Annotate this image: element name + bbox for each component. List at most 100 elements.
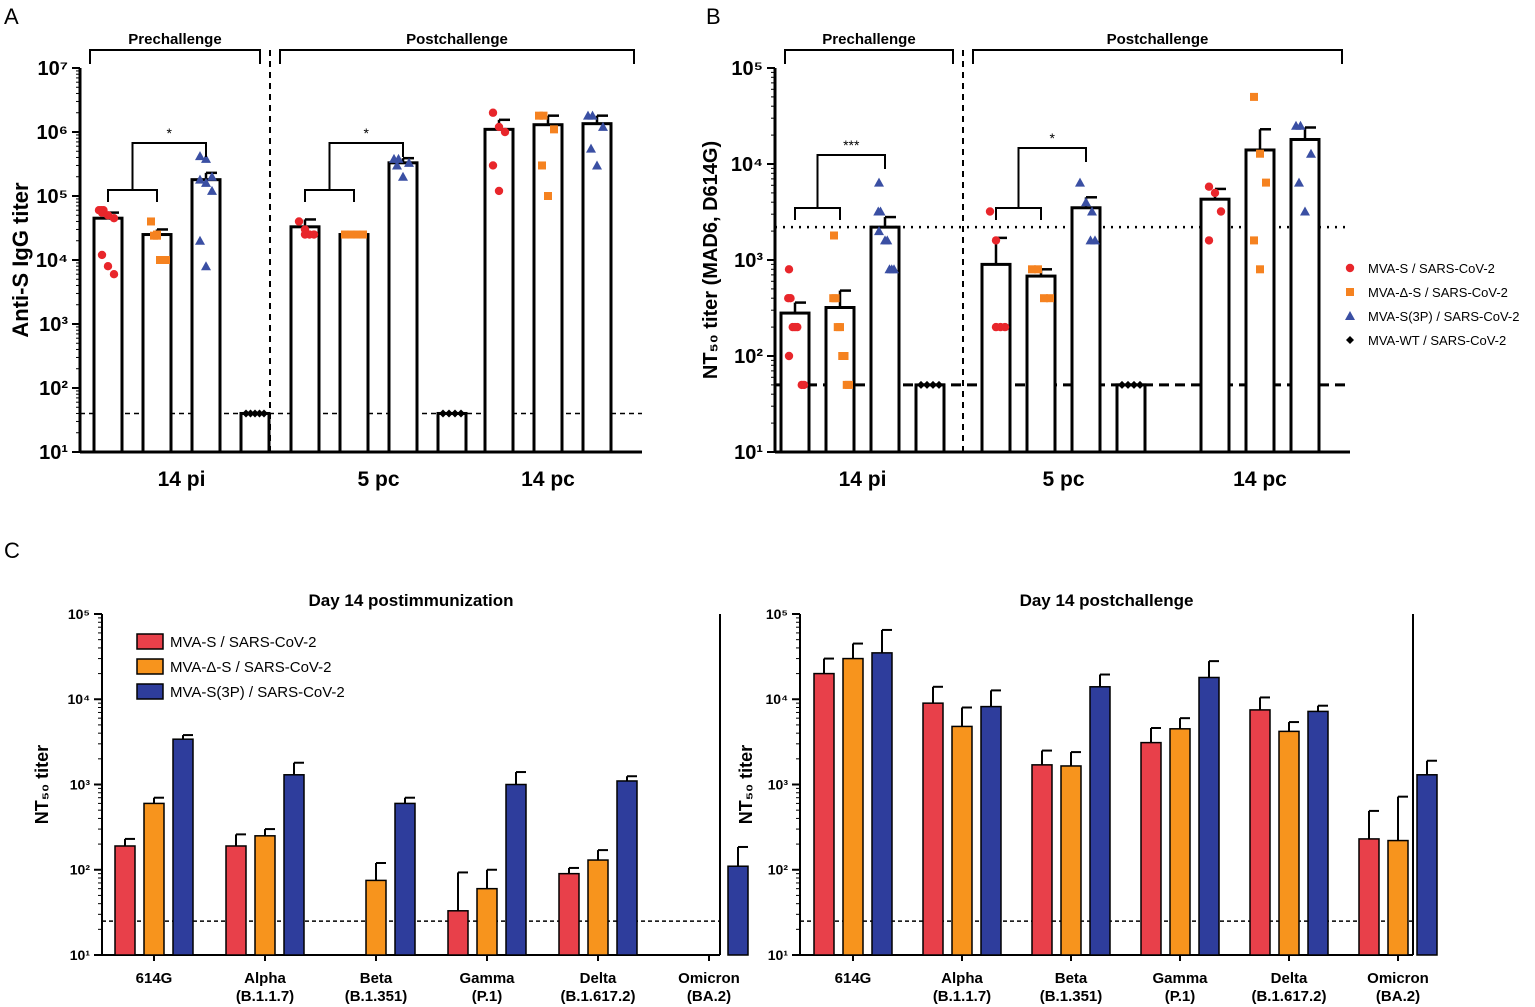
panel-b-data-point [1210, 188, 1220, 198]
panel-a-significance-bracket [304, 189, 355, 202]
panel-a-group-label: 14 pi [158, 468, 206, 491]
panel-a-data-point [598, 121, 608, 131]
panel-c-right-x-tick-label: 614G [835, 970, 872, 987]
legend-ab-label: MVA-Δ-S / SARS-CoV-2 [1368, 285, 1508, 300]
panel-a-y-tick-label: 10⁴ [36, 250, 68, 272]
panel-c-right-x-tick-sublabel: (B.1.1.7) [933, 988, 991, 1005]
panel-b-bar [1244, 148, 1276, 454]
panel-b-data-point [1306, 148, 1316, 158]
panel-c-right-bar [1307, 710, 1329, 956]
panel-c-left-bar [727, 865, 749, 956]
panel-c-right-x-tick-label: Beta [1055, 970, 1088, 987]
panel-c-right-bar [1198, 676, 1220, 956]
legend-ab-marker [1345, 263, 1355, 273]
panel-a-data-point [251, 409, 259, 418]
panel-c-right-bar [1249, 709, 1271, 956]
panel-b-significance-bracket [816, 154, 886, 208]
panel-a-data-point [404, 157, 414, 167]
panel-c-left-bar [225, 845, 247, 956]
panel-c-right-x-tick-sublabel: (P.1) [1165, 988, 1196, 1005]
panel-c-left-bar [143, 802, 165, 956]
legend-ab-marker [1346, 336, 1354, 344]
panel-b-data-point [1124, 380, 1132, 389]
panel-a-data-point [195, 235, 205, 245]
panel-c-left-title: Day 14 postimmunization [309, 591, 514, 610]
panel-b-data-point [874, 177, 884, 187]
panel-a-data-point [207, 185, 217, 195]
panel-b-data-point [1087, 206, 1097, 216]
panel-c-left-y-tick-label: 10³ [70, 776, 91, 792]
legend-c-swatch [136, 658, 164, 675]
panel-b-bar [914, 383, 946, 454]
legend-ab-label: MVA-S / SARS-CoV-2 [1368, 261, 1495, 276]
panel-c-left-x-tick-label: Beta [360, 970, 393, 987]
panel-b-bar [824, 306, 856, 454]
panel-a-y-tick-label: 10³ [39, 314, 68, 336]
panel-a-data-point [494, 186, 504, 196]
panel-b-y-tick-label: 10⁴ [731, 154, 763, 176]
panel-b-data-point [991, 236, 1001, 245]
panel-b-data-point [1295, 120, 1306, 130]
panel-b-significance-label: *** [843, 137, 860, 153]
chart-panel-c-right: 10¹ 10² 10³ 10⁴ 10⁵ NT₅₀ titer Day 14 postchal… [736, 591, 1438, 1005]
panel-b-data-point [889, 264, 899, 274]
panel-b-data-point [845, 380, 853, 389]
panel-b-data-point [830, 231, 838, 240]
panel-a-data-point [451, 409, 459, 418]
panel-b-bar [1025, 274, 1057, 454]
panel-a-data-point [294, 217, 304, 226]
panel-c-right-x-tick-label: Gamma [1152, 970, 1208, 987]
panel-c-left-x-tick-label: Delta [580, 970, 617, 987]
panel-a-bar [387, 161, 419, 454]
panel-b-data-point [784, 351, 794, 361]
panel-a-bar [190, 178, 222, 454]
panel-b-data-point [1204, 182, 1214, 191]
panel-a-y-tick-label: 10¹ [39, 442, 68, 464]
panel-b-data-point [799, 380, 809, 390]
panel-b-y-tick-label: 10¹ [734, 442, 763, 464]
panel-a-y-tick-label: 10⁵ [36, 186, 68, 208]
panel-a-data-point [586, 143, 596, 153]
panel-b-data-point [1294, 177, 1304, 187]
panel-a-significance-bracket [107, 189, 158, 202]
panel-a-bar [338, 233, 370, 454]
legend-c-swatch [136, 633, 164, 650]
panel-c-right-bar [1031, 764, 1053, 956]
panel-b-data-point [1028, 265, 1036, 274]
panel-c-left-x-tick-sublabel: (P.1) [472, 988, 503, 1005]
panel-a-data-point [309, 230, 319, 239]
panel-a-y-tick-label: 10⁶ [37, 122, 68, 144]
panel-b-data-point [1118, 380, 1126, 389]
panel-c-left-bar [254, 835, 276, 956]
panel-a-data-point [353, 230, 361, 239]
panel-b-bracket [972, 49, 1343, 64]
panel-b-data-point [1256, 265, 1264, 274]
panel-c-left-bar [114, 845, 136, 956]
panel-c-left-y-tick-label: 10¹ [70, 947, 91, 963]
panel-b-data-point [882, 235, 893, 245]
panel-b-bar [1199, 197, 1231, 454]
panel-c-right-y-tick-label: 10⁵ [766, 606, 788, 622]
panel-c-right-bar [1089, 686, 1111, 956]
panel-a-data-point [162, 256, 170, 264]
panel-b-bracket-label: Postchallenge [1107, 31, 1209, 48]
legend-ab-marker [1345, 311, 1355, 320]
panel-b-y-tick-label: 10⁵ [731, 58, 763, 80]
panel-a-data-point [538, 161, 546, 170]
panel-a-significance-bracket [131, 142, 207, 190]
panel-label-c: C [4, 538, 20, 563]
panel-a-bracket-label: Prechallenge [128, 31, 221, 48]
panel-c-right-bar [951, 725, 973, 956]
panel-b-data-point [1300, 206, 1310, 216]
panel-a-data-point [550, 125, 558, 134]
panel-b-data-point [1204, 236, 1214, 245]
panel-c-left-bar [505, 783, 527, 956]
panel-c-right-y-tick-label: 10³ [768, 776, 789, 792]
panel-b-data-point [917, 380, 925, 389]
panel-a-data-point [457, 409, 465, 418]
panel-c-left-bar [365, 879, 387, 956]
panel-b-data-point [836, 323, 844, 332]
panel-c-right-bar [922, 702, 944, 956]
panel-a-data-point [439, 409, 447, 418]
panel-c-right-title: Day 14 postchallenge [1020, 591, 1194, 610]
